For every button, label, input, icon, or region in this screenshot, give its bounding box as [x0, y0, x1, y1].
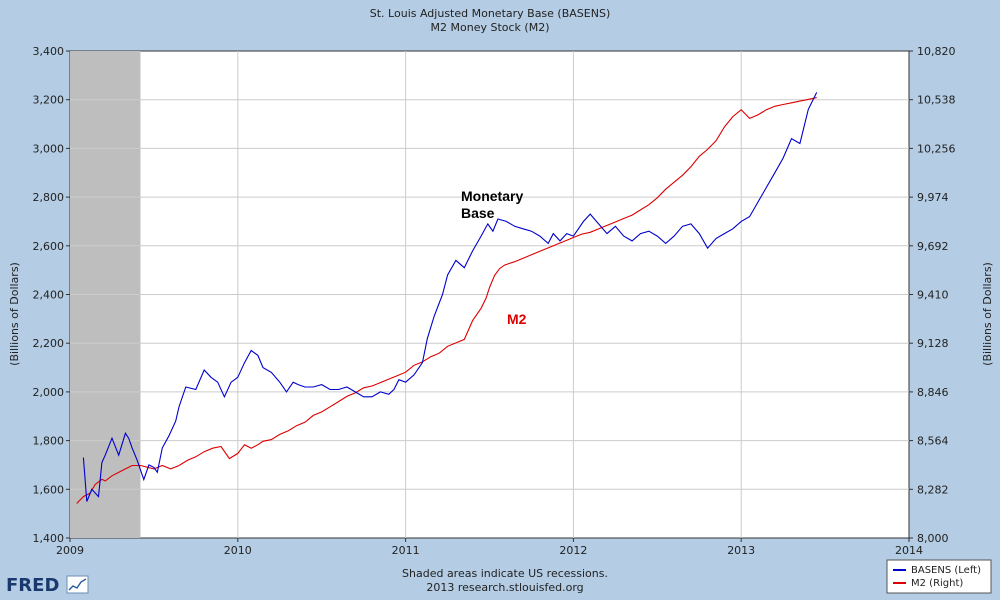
x-tick-label: 2013 [727, 544, 755, 557]
y-tick-left-label: 2,200 [33, 337, 65, 350]
y-tick-left-label: 1,400 [33, 532, 65, 545]
y-tick-left-label: 3,400 [33, 45, 65, 58]
y-tick-right-label: 8,000 [917, 532, 949, 545]
y-axis-right: 8,000 8,282 8,564 8,846 9,128 9,410 9,692 9,974… [909, 45, 956, 545]
x-tick-label: 2014 [895, 544, 923, 557]
y-tick-left-label: 2,000 [33, 386, 65, 399]
fred-logo-graph-icon [66, 575, 89, 594]
y-tick-right-label: 9,692 [917, 240, 949, 253]
series-line-m2 [76, 97, 817, 504]
y-tick-right-label: 9,974 [917, 191, 949, 204]
annotation-monetary-base-line2: Base [461, 205, 495, 221]
chart-subtitle: M2 Money Stock (M2) [431, 21, 550, 34]
y-tick-left-label: 2,800 [33, 191, 65, 204]
x-tick-label: 2010 [224, 544, 252, 557]
y-axis-left-label: (Billions of Dollars) [8, 262, 21, 366]
y-tick-right-label: 10,538 [917, 94, 956, 107]
annotation-m2: M2 [507, 311, 527, 327]
legend: BASENS (Left) M2 (Right) [886, 559, 992, 594]
y-tick-left-label: 3,000 [33, 142, 65, 155]
y-tick-right-label: 10,256 [917, 142, 956, 155]
y-tick-left-label: 1,600 [33, 483, 65, 496]
fred-logo-text: FRED [6, 575, 59, 596]
y-tick-right-label: 9,128 [917, 337, 949, 350]
y-tick-right-label: 8,564 [917, 435, 949, 448]
fred-logo-graph-line [68, 578, 87, 591]
x-tick-label: 2012 [559, 544, 587, 557]
x-tick-label: 2011 [392, 544, 420, 557]
y-tick-right-label: 8,846 [917, 386, 949, 399]
recession-footnote: Shaded areas indicate US recessions. [402, 567, 608, 580]
source-text: 2013 research.stlouisfed.org [426, 581, 583, 594]
y-tick-right-label: 8,282 [917, 483, 949, 496]
y-tick-left-label: 2,400 [33, 289, 65, 302]
x-tick-label: 2009 [56, 544, 84, 557]
y-tick-left-label: 1,800 [33, 435, 65, 448]
chart-title: St. Louis Adjusted Monetary Base (BASENS… [370, 7, 610, 20]
x-axis: 2009 2010 2011 2012 2013 2014 [56, 538, 923, 557]
y-tick-right-label: 9,410 [917, 289, 949, 302]
annotation-monetary-base-line1: Monetary [461, 188, 523, 204]
y-tick-left-label: 2,600 [33, 240, 65, 253]
series-line-basens [82, 92, 818, 502]
y-tick-left-label: 3,200 [33, 94, 65, 107]
y-axis-right-label: (Billions of Dollars) [981, 262, 994, 366]
legend-item-basens: BASENS (Left) [911, 565, 981, 576]
y-tick-right-label: 10,820 [917, 45, 956, 58]
y-axis-left: 1,400 1,600 1,800 2,000 2,200 2,400 2,600 2,800… [33, 45, 70, 545]
gridlines [70, 51, 909, 538]
legend-item-m2: M2 (Right) [911, 578, 963, 589]
fred-logo[interactable]: FRED [6, 575, 89, 596]
